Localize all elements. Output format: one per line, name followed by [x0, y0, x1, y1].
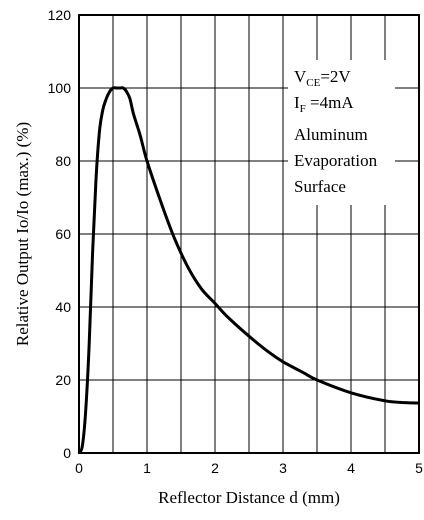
- plot-frame: [78, 14, 420, 454]
- annotation-if: IF =4mA: [294, 93, 354, 115]
- y-tick-label: 120: [48, 7, 72, 23]
- x-tick-label: 0: [75, 460, 83, 476]
- x-tick-labels: 0 1 2 3 4 5: [75, 460, 423, 476]
- annotation-evaporation: Evaporation: [294, 151, 378, 170]
- annotation-surface: Surface: [294, 177, 346, 196]
- x-tick-label: 3: [279, 460, 287, 476]
- y-tick-label: 20: [55, 372, 71, 388]
- x-tick-label: 1: [143, 460, 151, 476]
- x-tick-label: 5: [415, 460, 423, 476]
- y-axis-title: Relative Output Io/Io (max.) (%): [13, 122, 32, 346]
- y-tick-label: 100: [48, 80, 72, 96]
- series-group: [77, 86, 420, 454]
- x-axis-title: Reflector Distance d (mm): [158, 488, 340, 507]
- annotation-aluminum: Aluminum: [294, 125, 368, 144]
- y-tick-label: 60: [55, 226, 71, 242]
- x-tick-label: 4: [347, 460, 355, 476]
- annotation-box: [288, 60, 395, 205]
- y-tick-label: 0: [63, 445, 71, 461]
- series-line: [77, 86, 420, 454]
- annotation-vce: VCE=2V: [294, 67, 351, 89]
- y-tick-labels: 0 20 40 60 80 100 120: [48, 7, 72, 461]
- x-tick-label: 2: [211, 460, 219, 476]
- y-tick-label: 40: [55, 299, 71, 315]
- y-tick-label: 80: [55, 153, 71, 169]
